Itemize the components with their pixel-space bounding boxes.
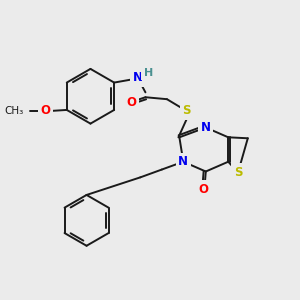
Text: O: O [199,183,209,196]
Text: O: O [127,96,137,109]
Text: S: S [234,166,242,179]
Text: CH₃: CH₃ [4,106,24,116]
Text: N: N [201,121,211,134]
Text: S: S [182,104,191,117]
Text: N: N [133,71,142,84]
Text: O: O [40,104,50,117]
Text: H: H [144,68,153,78]
Text: N: N [178,155,188,168]
